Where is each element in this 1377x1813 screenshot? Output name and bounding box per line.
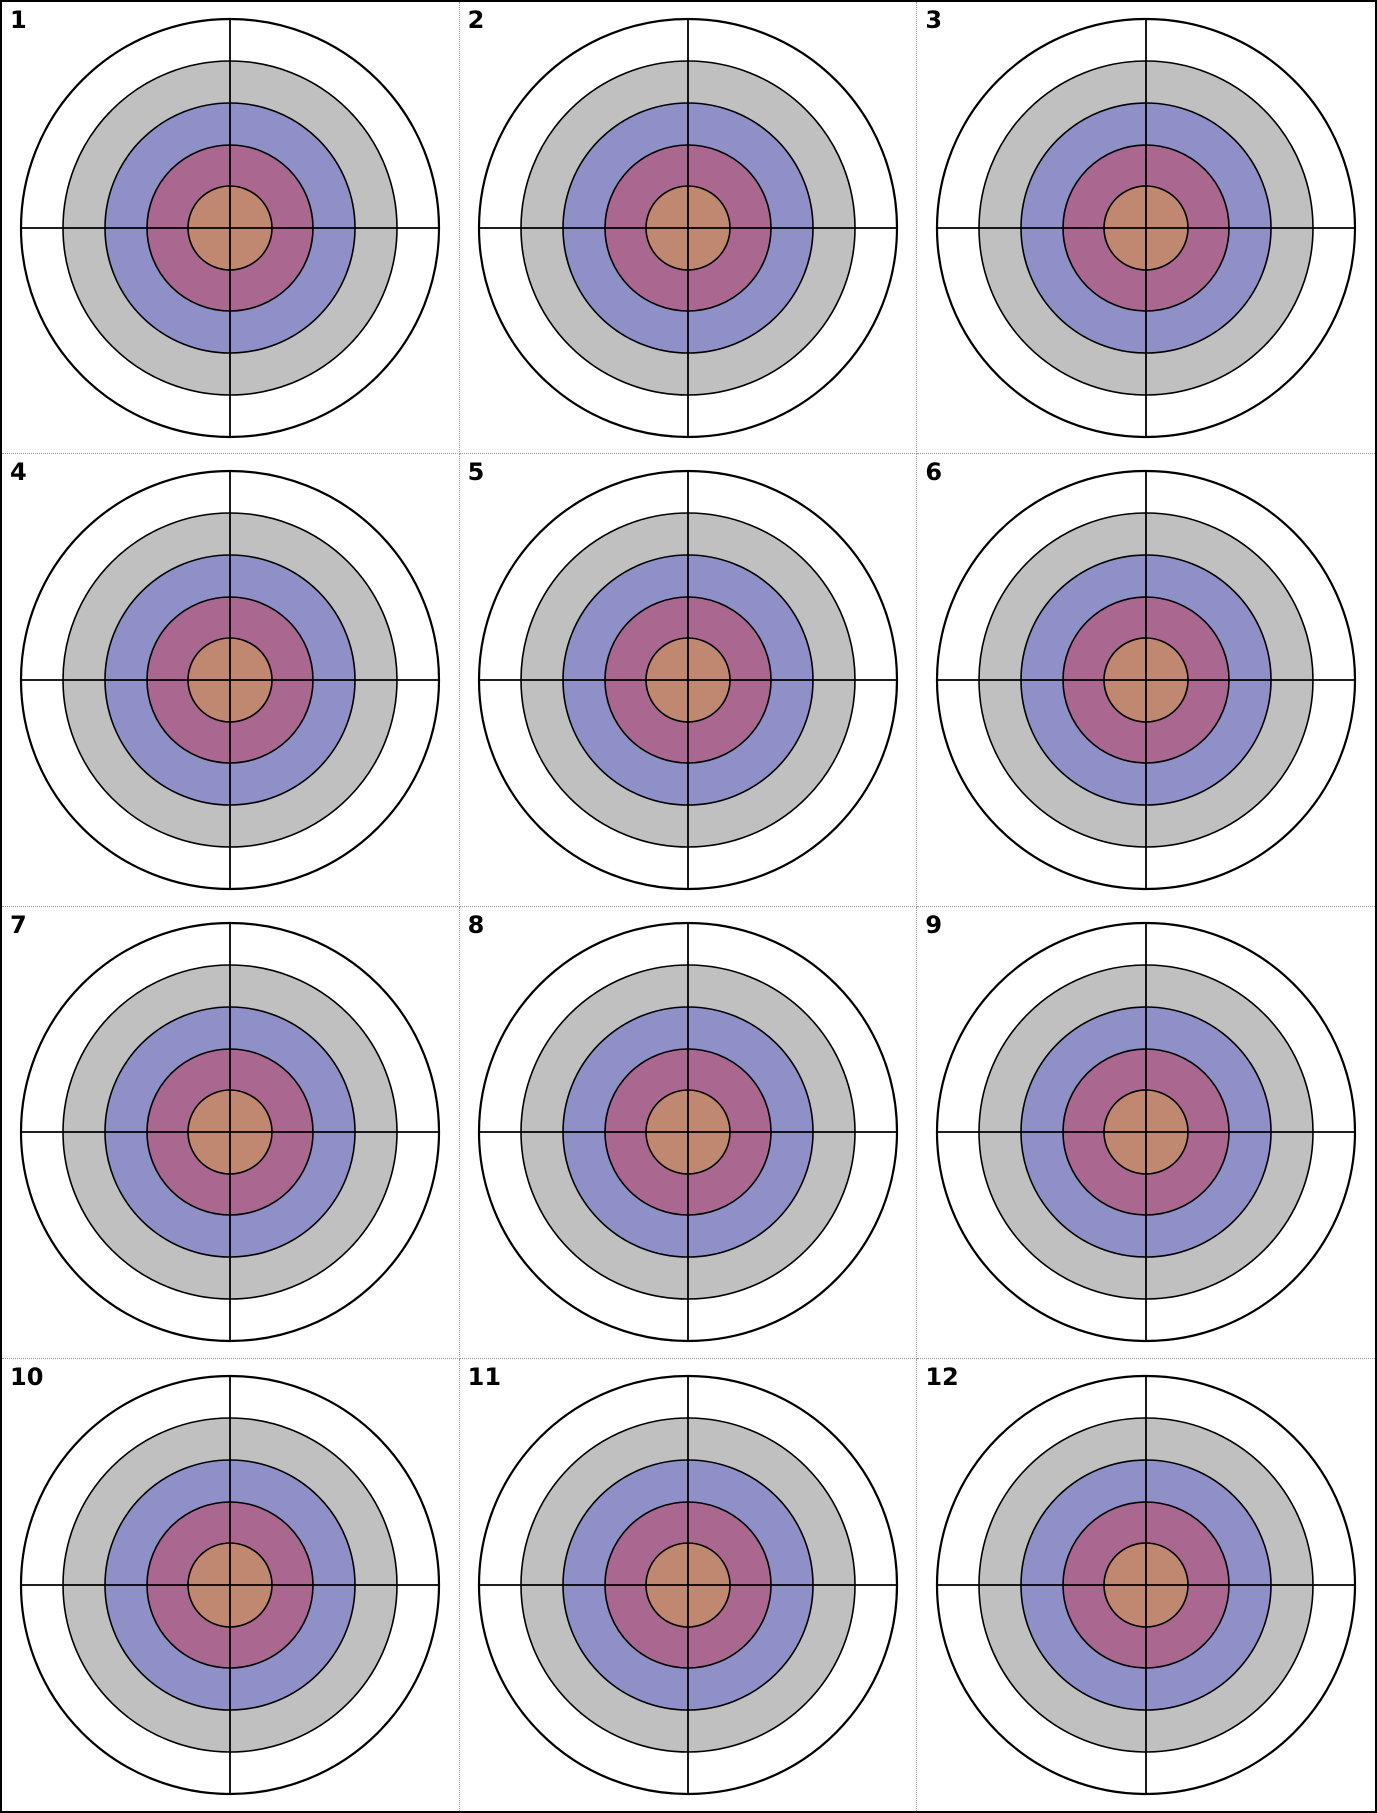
- target-graphic: [936, 922, 1357, 1343]
- target-cell: 7: [2, 906, 460, 1359]
- target-graphic: [477, 469, 899, 890]
- target-graphic: [20, 17, 441, 438]
- target-cell: 4: [2, 454, 460, 907]
- target-cell: 10: [2, 1358, 460, 1811]
- target-cell: 6: [917, 454, 1375, 907]
- target-number: 4: [10, 458, 27, 487]
- target-graphic: [477, 1374, 899, 1795]
- target-cell: 9: [917, 907, 1375, 1359]
- target-graphic: [936, 1374, 1357, 1795]
- target-cell: 1: [2, 2, 460, 455]
- target-number: 2: [467, 6, 485, 34]
- target-number: 8: [467, 910, 485, 939]
- target-number: 12: [925, 1362, 959, 1391]
- target-graphic: [936, 17, 1357, 438]
- target-graphic: [20, 922, 441, 1343]
- target-cell: 2: [459, 2, 918, 455]
- target-number: 5: [467, 458, 485, 487]
- target-number: 1: [10, 6, 27, 34]
- target-graphic: [477, 17, 899, 438]
- target-number: 11: [467, 1362, 502, 1391]
- target-number: 7: [10, 910, 27, 939]
- target-number: 9: [925, 910, 943, 939]
- target-number: 10: [10, 1362, 44, 1391]
- target-cell: 3: [917, 2, 1375, 455]
- target-cell: 11: [460, 1358, 918, 1811]
- target-graphic: [936, 469, 1357, 890]
- target-graphic: [20, 1374, 441, 1795]
- target-cell: 8: [459, 906, 918, 1359]
- target-graphic: [20, 469, 441, 890]
- target-cell: 12: [917, 1359, 1375, 1811]
- target-cell: 5: [459, 454, 918, 907]
- target-number: 3: [925, 6, 943, 34]
- target-number: 6: [925, 458, 943, 487]
- target-graphic: [477, 922, 899, 1343]
